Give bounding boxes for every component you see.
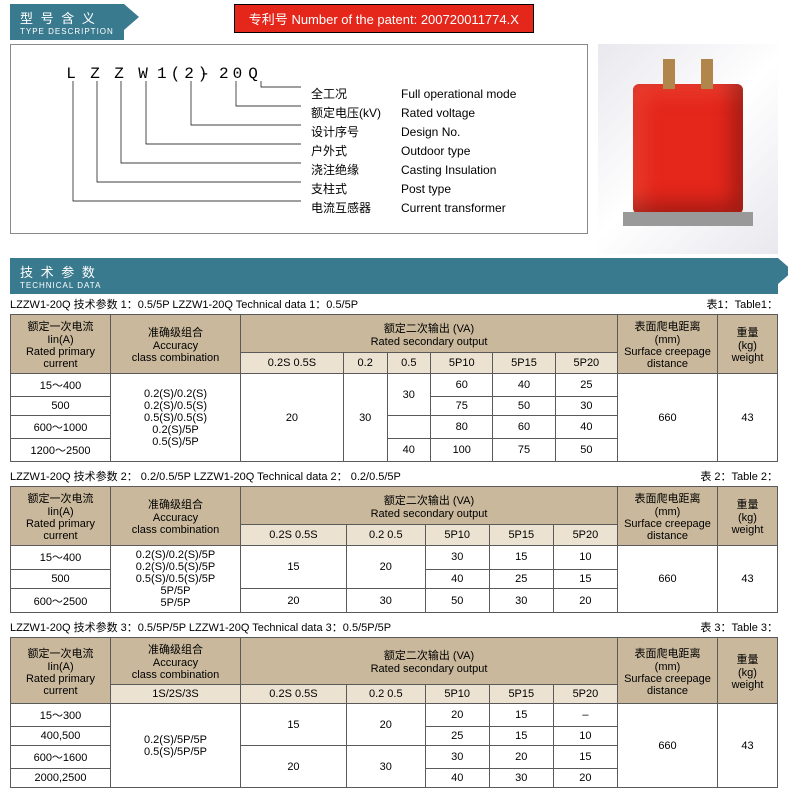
patent-en: Number of the patent: <box>291 12 417 27</box>
patent-cn: 专利号 <box>249 12 288 27</box>
product-image <box>598 44 778 254</box>
type-desc-cn: 型 号 含 义 <box>20 11 97 26</box>
patent-number: 200720011774.X <box>421 12 519 27</box>
patent-box: 专利号 Number of the patent: 200720011774.X <box>234 4 534 33</box>
type-diagram: LZZW1(2)-20Q 全工况Full operational mode 额定… <box>10 44 588 234</box>
tech-data-badge: 技 术 参 数 TECHNICAL DATA <box>10 258 778 294</box>
table-3: 额定一次电流Iin(A)Rated primarycurrent 准确级组合Ac… <box>10 637 778 788</box>
caption2-left: LZZW1-20Q 技术参数 2： 0.2/0.5/5P LZZW1-20Q T… <box>10 468 401 484</box>
caption1-left: LZZW1-20Q 技术参数 1：0.5/5P LZZW1-20Q Techni… <box>10 296 358 312</box>
table-1: 额定一次电流Iin(A)Rated primarycurrent 准确级组合Ac… <box>10 314 778 462</box>
caption2-right: 表 2：Table 2： <box>700 468 778 484</box>
tech-data-cn: 技 术 参 数 <box>20 265 97 280</box>
meanings-list: 全工况Full operational mode 额定电压(kV)Rated v… <box>311 85 516 218</box>
caption1-right: 表1：Table1： <box>706 296 778 312</box>
bracket-lines-icon <box>61 81 301 231</box>
caption3-left: LZZW1-20Q 技术参数 3：0.5/5P/5P LZZW1-20Q Tec… <box>10 619 391 635</box>
type-desc-badge: 型 号 含 义 TYPE DESCRIPTION <box>10 4 124 40</box>
table-2: 额定一次电流Iin(A)Rated primarycurrent 准确级组合Ac… <box>10 486 778 613</box>
type-desc-en: TYPE DESCRIPTION <box>20 27 114 36</box>
caption3-right: 表 3：Table 3： <box>700 619 778 635</box>
tech-data-en: TECHNICAL DATA <box>20 281 768 290</box>
